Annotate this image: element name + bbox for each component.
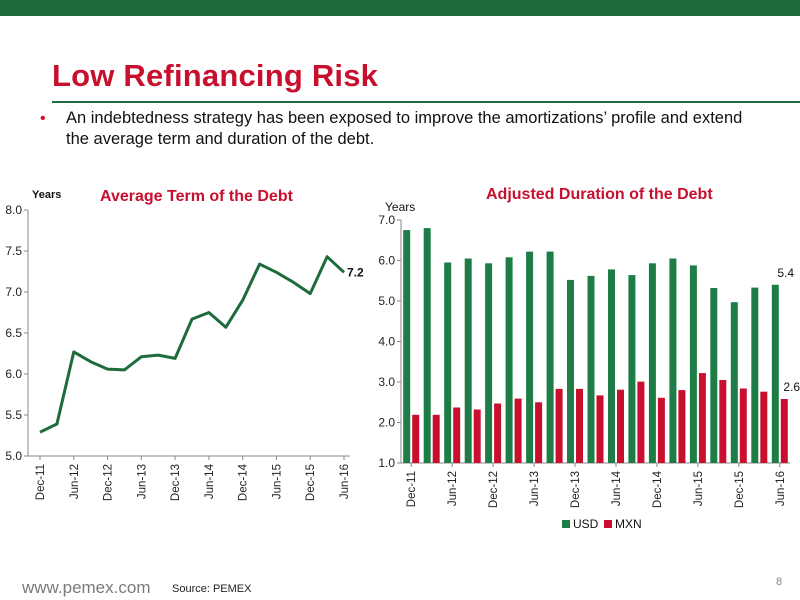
legend-usd-swatch [562,520,570,528]
bar-usd-mar-15 [669,258,677,463]
bar-usd-jun-12 [444,262,452,463]
bar-chart-y-tick-label: 5.0 [378,294,395,308]
bar-usd-jun-15 [689,265,697,463]
bar-chart-y-tick-label: 3.0 [378,375,395,389]
title-divider [52,101,800,103]
bar-chart-x-tick-label: Dec-13 [570,471,582,508]
bar-chart-x-tick-label: Dec-11 [406,471,418,507]
bar-mxn-mar-14 [596,395,604,463]
bar-chart-x-tick-label: Dec-15 [734,471,746,508]
line-chart-x-tick-label: Jun-13 [136,464,148,499]
bar-chart-x-tick-label: Jun-12 [447,471,459,506]
line-chart-y-tick-label: 6.5 [5,326,22,340]
bar-mxn-dec-12 [494,403,502,463]
line-chart-x-tick-label: Dec-12 [103,464,115,501]
bar-mxn-sep-15 [719,380,727,463]
bar-chart-y-tick-label: 7.0 [378,213,395,227]
bar-usd-dec-12 [485,263,493,463]
bar-mxn-dec-14 [657,397,665,463]
bar-chart-x-tick-label: Dec-12 [488,471,500,508]
bullet-text: An indebtedness strategy has been expose… [66,109,743,148]
bar-usd-jun-16 [771,284,779,463]
mxn-end-value-label: 2.6 [783,380,800,394]
line-chart-x-tick-label: Dec-13 [170,464,182,501]
bullet-marker: • [40,110,46,127]
bar-usd-dec-14 [648,263,656,463]
bar-chart-x-tick-label: Jun-16 [775,471,787,506]
line-chart-x-tick-label: Jun-12 [69,464,81,499]
line-chart-y-axis-label: Years [32,189,61,201]
legend-mxn-swatch [604,520,612,528]
bar-chart-title: Adjusted Duration of the Debt [486,186,713,203]
line-chart-y-tick-label: 7.5 [5,244,22,258]
bar-usd-dec-11 [403,230,411,463]
bar-mxn-sep-13 [555,388,563,463]
line-chart-y-tick-label: 6.0 [5,367,22,381]
line-chart-x-tick-label: Dec-15 [305,464,317,501]
bar-chart-y-axis-label: Years [385,200,415,214]
bar-mxn-jun-14 [617,389,624,463]
usd-end-value-label: 5.4 [777,266,794,280]
line-chart-y-tick-label: 5.0 [5,449,22,463]
bar-usd-jun-14 [608,269,615,463]
bar-chart-x-tick-label: Dec-14 [652,470,664,508]
line-chart-end-value-label: 7.2 [347,265,364,279]
bar-mxn-jun-12 [453,407,461,463]
bar-usd-dec-15 [730,302,738,463]
bar-mxn-jun-13 [535,402,543,464]
line-chart-x-tick-label: Jun-14 [204,463,216,499]
bar-mxn-dec-15 [739,388,747,463]
average-term-series-line [39,255,346,434]
bar-mxn-mar-12 [432,414,440,463]
line-chart-y-tick-label: 5.5 [5,408,22,422]
line-chart-x-tick-label: Dec-14 [238,463,250,501]
source-note: Source: PEMEX [172,583,252,595]
bar-mxn-jun-15 [698,373,706,463]
legend-usd-label: USD [573,517,599,531]
bar-usd-dec-13 [567,279,574,463]
bar-usd-mar-14 [587,275,595,463]
bar-usd-mar-16 [751,287,759,463]
line-chart-y-tick-label: 8.0 [5,203,22,217]
bar-mxn-mar-13 [514,398,522,463]
slide-title: Low Refinancing Risk [52,58,379,93]
bar-chart-x-tick-label: Jun-13 [529,471,541,506]
bar-chart-y-tick-label: 1.0 [378,456,395,470]
bar-chart-y-tick-label: 6.0 [378,254,395,268]
bar-usd-sep-13 [546,251,554,463]
line-chart-x-tick-label: Jun-15 [271,464,283,499]
line-chart-x-tick-label: Jun-16 [339,464,351,499]
average-term-line-chart: 5.0 5.5 6.0 6.5 7.0 7.5 8.0 Years Dec-11 Jun-12 De… [5,189,364,501]
bar-chart-x-tick-label: Jun-14 [611,470,623,506]
line-chart-x-tick-label: Dec-11 [35,464,47,500]
bar-usd-mar-12 [423,228,431,463]
footer-brand-url[interactable]: www.pemex.com [22,578,151,597]
page-number: 8 [776,576,783,588]
bar-usd-sep-14 [628,275,636,463]
line-chart-y-tick-label: 7.0 [5,285,22,299]
bar-mxn-dec-13 [576,388,583,463]
bar-usd-sep-12 [464,258,472,463]
bar-mxn-mar-15 [678,390,686,463]
bar-usd-sep-15 [710,288,718,463]
top-brand-bar [0,0,800,16]
line-chart-title: Average Term of the Debt [100,188,293,205]
bar-chart-x-tick-label: Jun-15 [693,471,705,506]
bar-mxn-mar-16 [760,391,768,463]
bar-chart-y-tick-label: 4.0 [378,335,395,349]
legend-mxn-label: MXN [615,517,642,531]
bar-usd-mar-13 [505,257,513,463]
bar-mxn-dec-11 [412,414,420,463]
bar-usd-jun-13 [526,251,534,463]
bar-mxn-sep-12 [473,409,481,463]
bar-chart-y-tick-label: 2.0 [378,416,395,430]
bar-mxn-jun-16 [780,399,788,463]
bar-mxn-sep-14 [637,381,645,463]
